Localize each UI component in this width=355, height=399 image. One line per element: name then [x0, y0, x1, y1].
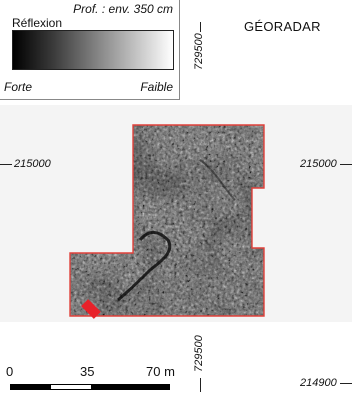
legend-depth: Prof. : env. 350 cm	[73, 2, 173, 16]
coord-northing-bottom: 729500	[193, 335, 205, 372]
scale-label-70: 70 m	[146, 364, 175, 379]
scale-segment-3	[91, 385, 169, 389]
scale-label-35: 35	[80, 364, 94, 379]
radar-reflection-image	[60, 118, 270, 323]
tick-bottom	[200, 378, 201, 392]
tick-left	[0, 164, 12, 165]
coord-northing-top: 729500	[193, 33, 205, 70]
coord-easting-bottom-right: 214900	[300, 377, 337, 389]
scale-label-0: 0	[6, 364, 13, 379]
legend-max-label: Faible	[140, 80, 173, 94]
tick-right	[340, 164, 352, 165]
map-title: GÉORADAR	[244, 19, 321, 34]
coord-easting-left: 215000	[14, 158, 51, 170]
legend-min-label: Forte	[4, 80, 32, 94]
tick-top	[200, 22, 201, 32]
coord-easting-right: 215000	[300, 158, 337, 170]
tick-bottom-right	[340, 383, 352, 384]
map-legend: Prof. : env. 350 cm Réflexion Forte Faib…	[0, 0, 180, 100]
scale-segment-2	[51, 385, 91, 389]
legend-color-ramp	[12, 30, 174, 70]
scale-bar	[10, 384, 170, 390]
legend-title: Réflexion	[12, 16, 62, 30]
scale-segment-1	[11, 385, 51, 389]
